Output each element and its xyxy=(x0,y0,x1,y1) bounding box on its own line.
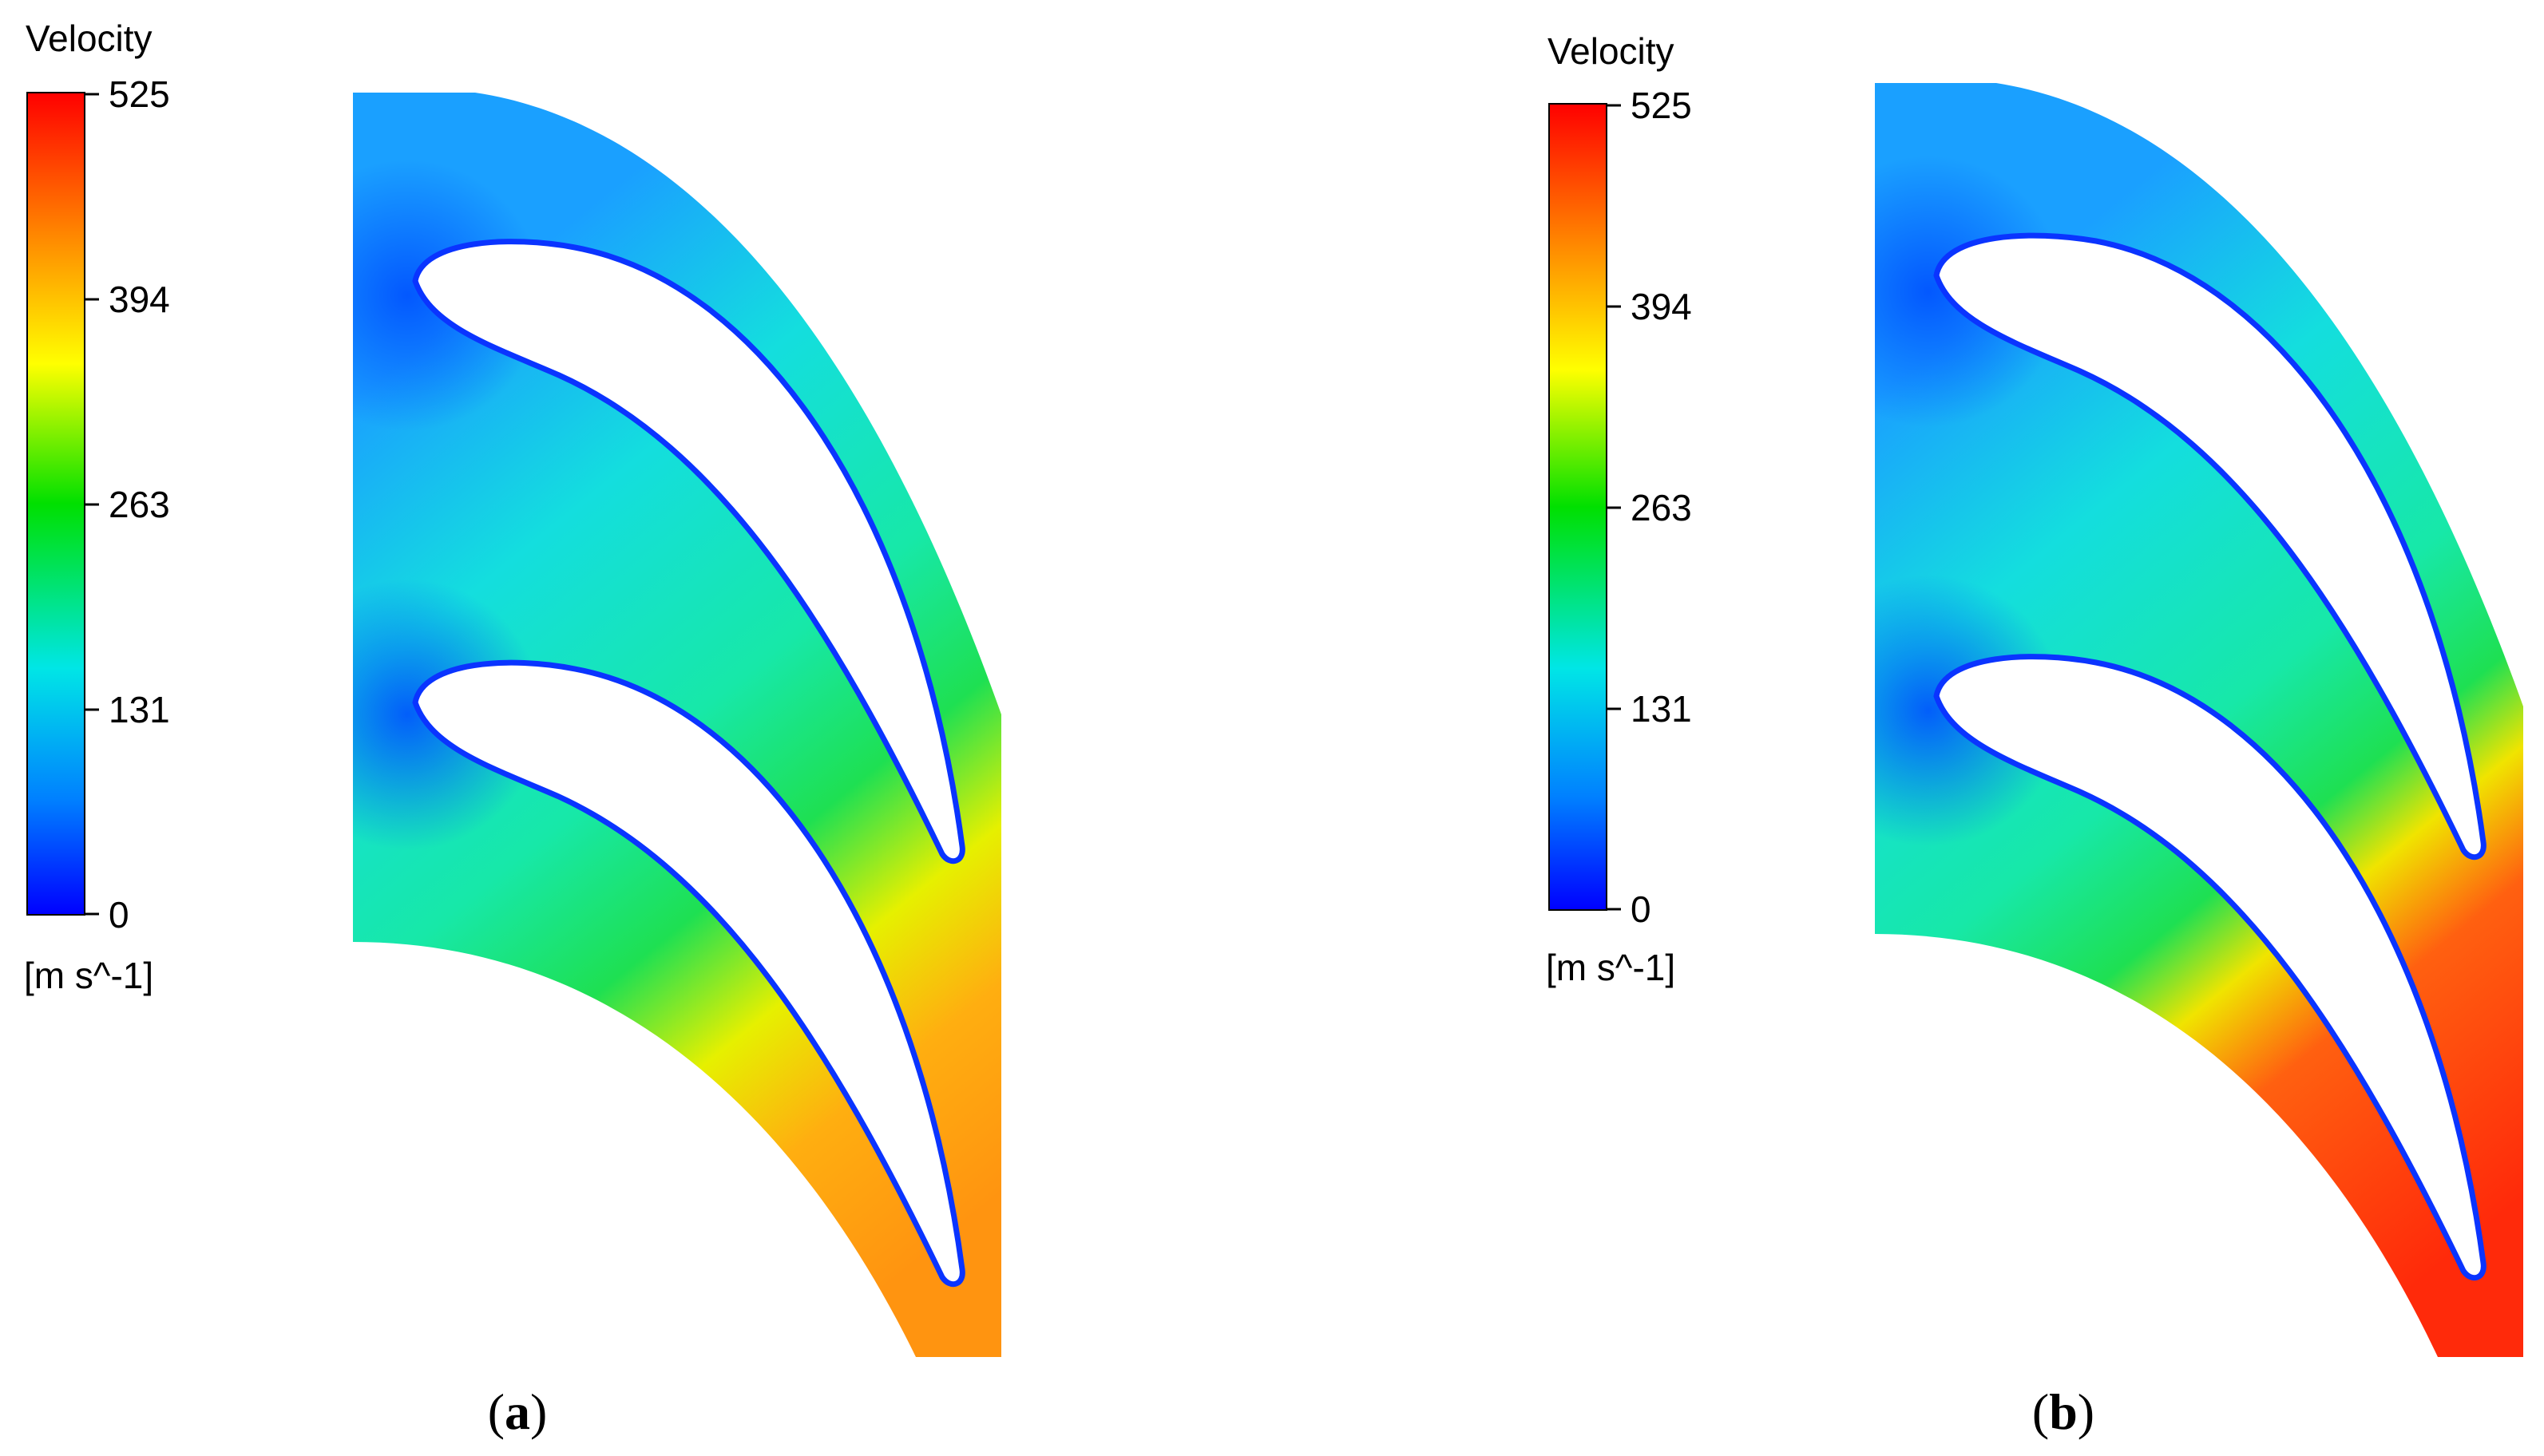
caption-a: (a) xyxy=(488,1383,548,1440)
tick-label: 525 xyxy=(1631,85,1692,126)
tick-label: 0 xyxy=(1631,888,1651,930)
tick-label: 131 xyxy=(109,689,170,730)
panel-a: Velocity 525 394 263 131 0 [m s^-1] (a) xyxy=(24,18,1001,1440)
stagnation-zone-a xyxy=(353,93,559,942)
tick-label: 131 xyxy=(1631,688,1692,730)
tick-label: 263 xyxy=(1631,487,1692,528)
legend-b: Velocity 525 394 263 131 0 [m s^-1] xyxy=(1546,30,1692,988)
legend-a-title: Velocity xyxy=(26,18,153,59)
tick-label: 394 xyxy=(1631,286,1692,327)
legend-b-unit: [m s^-1] xyxy=(1546,947,1675,988)
caption-b: (b) xyxy=(2032,1383,2094,1440)
caption-a-letter: a xyxy=(505,1383,530,1440)
tick-label: 263 xyxy=(109,484,170,525)
tick-label: 0 xyxy=(109,894,129,936)
stagnation-zone-b xyxy=(1875,83,2081,934)
colorbar-b xyxy=(1548,103,1607,911)
legend-a: Velocity 525 394 263 131 0 [m s^-1] xyxy=(24,18,170,996)
tick-label: 394 xyxy=(109,279,170,320)
caption-b-letter: b xyxy=(2049,1383,2078,1440)
colorbar-a-ticks xyxy=(85,93,99,916)
blade-b-lower xyxy=(1933,654,2487,1281)
contour-a xyxy=(353,93,1001,1357)
panel-b: Velocity 525 394 263 131 0 [m s^-1] (b) xyxy=(1546,30,2523,1440)
colorbar-b-ticks xyxy=(1607,104,1621,911)
contour-b xyxy=(1875,83,2523,1357)
blade-a-lower xyxy=(412,659,965,1288)
blade-b-upper xyxy=(1933,232,2487,861)
legend-a-unit: [m s^-1] xyxy=(24,955,153,996)
tick-label: 525 xyxy=(109,73,170,115)
legend-b-title: Velocity xyxy=(1547,30,1674,72)
colorbar-a xyxy=(26,92,85,916)
blade-a-upper xyxy=(412,239,965,864)
